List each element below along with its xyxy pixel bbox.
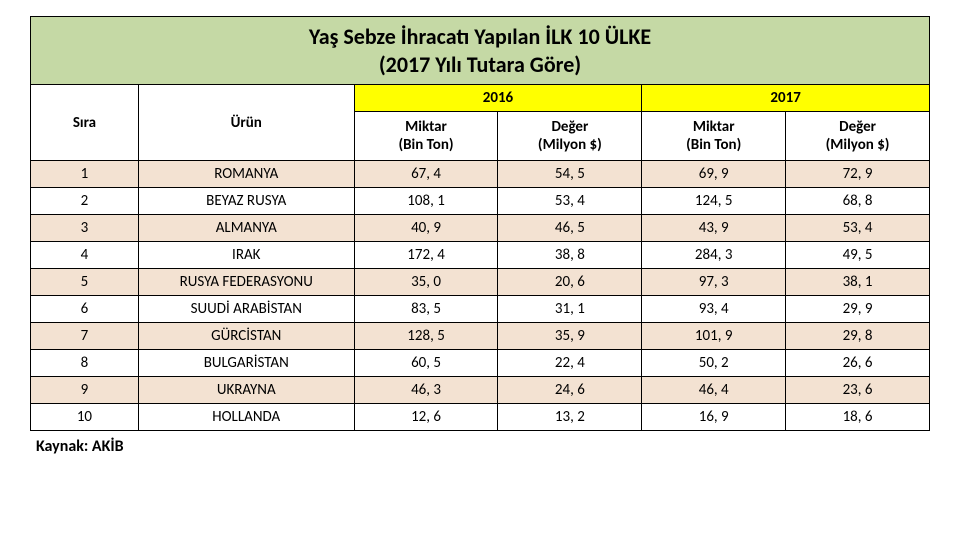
cell-sira: 10 (31, 404, 139, 431)
cell-urun: UKRAYNA (138, 377, 354, 404)
cell-urun: BULGARİSTAN (138, 350, 354, 377)
col-head-deger-2016: Değer (Milyon $) (498, 112, 642, 161)
col-head-miktar-2017: Miktar (Bin Ton) (642, 112, 786, 161)
cell-m16: 12, 6 (354, 404, 498, 431)
table-row: 6SUUDİ ARABİSTAN83, 531, 193, 429, 9 (31, 296, 930, 323)
cell-m16: 35, 0 (354, 269, 498, 296)
cell-sira: 2 (31, 188, 139, 215)
cell-urun: ROMANYA (138, 161, 354, 188)
cell-d16: 22, 4 (498, 350, 642, 377)
cell-sira: 1 (31, 161, 139, 188)
cell-m17: 97, 3 (642, 269, 786, 296)
cell-d17: 53, 4 (786, 215, 930, 242)
cell-d16: 24, 6 (498, 377, 642, 404)
cell-d16: 38, 8 (498, 242, 642, 269)
cell-d17: 49, 5 (786, 242, 930, 269)
cell-m16: 67, 4 (354, 161, 498, 188)
cell-m16: 46, 3 (354, 377, 498, 404)
cell-m17: 284, 3 (642, 242, 786, 269)
cell-sira: 3 (31, 215, 139, 242)
cell-d17: 29, 9 (786, 296, 930, 323)
title-line1: Yaş Sebze İhracatı Yapılan İLK 10 ÜLKE (309, 23, 651, 50)
cell-m17: 69, 9 (642, 161, 786, 188)
title-line2: (2017 Yılı Tutara Göre) (379, 51, 581, 78)
cell-m17: 43, 9 (642, 215, 786, 242)
cell-d17: 72, 9 (786, 161, 930, 188)
cell-urun: GÜRCİSTAN (138, 323, 354, 350)
cell-m16: 60, 5 (354, 350, 498, 377)
cell-urun: SUUDİ ARABİSTAN (138, 296, 354, 323)
title-row: Yaş Sebze İhracatı Yapılan İLK 10 ÜLKE (… (31, 17, 930, 85)
cell-d16: 53, 4 (498, 188, 642, 215)
table-row: 7GÜRCİSTAN128, 535, 9101, 929, 8 (31, 323, 930, 350)
table-row: 2BEYAZ RUSYA108, 153, 4124, 568, 8 (31, 188, 930, 215)
year-2017: 2017 (642, 85, 930, 112)
cell-m16: 128, 5 (354, 323, 498, 350)
cell-m16: 108, 1 (354, 188, 498, 215)
cell-d16: 46, 5 (498, 215, 642, 242)
cell-sira: 8 (31, 350, 139, 377)
cell-sira: 9 (31, 377, 139, 404)
cell-urun: RUSYA FEDERASYONU (138, 269, 354, 296)
cell-m17: 93, 4 (642, 296, 786, 323)
cell-sira: 4 (31, 242, 139, 269)
table-row: 8BULGARİSTAN60, 522, 450, 226, 6 (31, 350, 930, 377)
table-row: 4IRAK172, 438, 8284, 349, 5 (31, 242, 930, 269)
cell-d16: 54, 5 (498, 161, 642, 188)
cell-d17: 23, 6 (786, 377, 930, 404)
cell-m17: 101, 9 (642, 323, 786, 350)
source-label: Kaynak: AKİB (36, 437, 930, 456)
cell-d17: 68, 8 (786, 188, 930, 215)
cell-d17: 38, 1 (786, 269, 930, 296)
cell-urun: IRAK (138, 242, 354, 269)
table-row: 1ROMANYA67, 454, 569, 972, 9 (31, 161, 930, 188)
cell-d17: 26, 6 (786, 350, 930, 377)
cell-urun: ALMANYA (138, 215, 354, 242)
table-row: 5RUSYA FEDERASYONU35, 020, 697, 338, 1 (31, 269, 930, 296)
cell-sira: 7 (31, 323, 139, 350)
cell-m17: 50, 2 (642, 350, 786, 377)
cell-m17: 124, 5 (642, 188, 786, 215)
cell-m16: 83, 5 (354, 296, 498, 323)
col-head-miktar-2016: Miktar (Bin Ton) (354, 112, 498, 161)
cell-m16: 40, 9 (354, 215, 498, 242)
year-row: Sıra Ürün 2016 2017 (31, 85, 930, 112)
table-title: Yaş Sebze İhracatı Yapılan İLK 10 ÜLKE (… (31, 17, 930, 85)
cell-sira: 6 (31, 296, 139, 323)
cell-d17: 29, 8 (786, 323, 930, 350)
cell-urun: BEYAZ RUSYA (138, 188, 354, 215)
cell-m17: 16, 9 (642, 404, 786, 431)
cell-m17: 46, 4 (642, 377, 786, 404)
col-head-sira: Sıra (31, 85, 139, 161)
col-head-urun: Ürün (138, 85, 354, 161)
table-row: 3ALMANYA40, 946, 543, 953, 4 (31, 215, 930, 242)
cell-sira: 5 (31, 269, 139, 296)
cell-d16: 31, 1 (498, 296, 642, 323)
cell-d16: 20, 6 (498, 269, 642, 296)
export-table: Yaş Sebze İhracatı Yapılan İLK 10 ÜLKE (… (30, 16, 930, 431)
year-2016: 2016 (354, 85, 642, 112)
table-row: 10HOLLANDA12, 613, 216, 918, 6 (31, 404, 930, 431)
col-head-deger-2017: Değer (Milyon $) (786, 112, 930, 161)
cell-d16: 13, 2 (498, 404, 642, 431)
table-row: 9UKRAYNA46, 324, 646, 423, 6 (31, 377, 930, 404)
cell-m16: 172, 4 (354, 242, 498, 269)
cell-d17: 18, 6 (786, 404, 930, 431)
cell-urun: HOLLANDA (138, 404, 354, 431)
cell-d16: 35, 9 (498, 323, 642, 350)
